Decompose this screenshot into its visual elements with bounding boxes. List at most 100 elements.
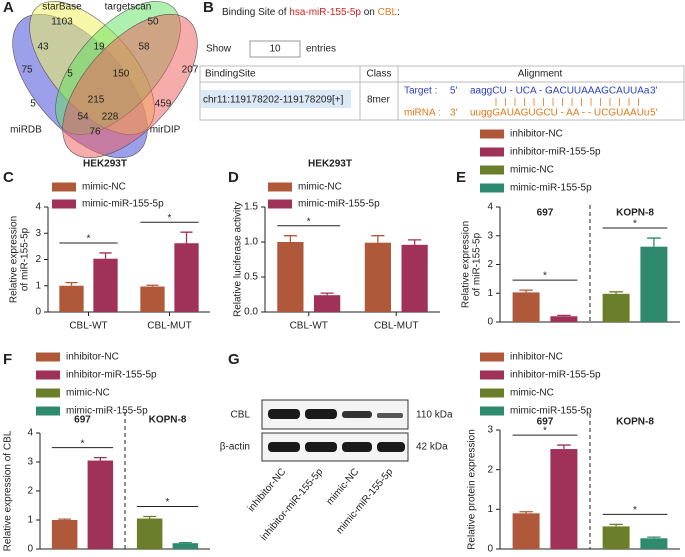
legend-label: mimic-NC: [298, 182, 342, 193]
significance-mark: *: [307, 216, 311, 227]
error-bar: [647, 536, 661, 539]
bar: [512, 292, 540, 322]
region-count: 50: [147, 17, 159, 28]
legend-swatch: [480, 183, 504, 193]
legend-swatch: [480, 352, 504, 362]
error-bar: [647, 237, 661, 247]
region-count: 43: [37, 42, 49, 53]
bar: [51, 520, 78, 549]
y-tick-label: 0: [487, 317, 493, 328]
site-class: 8mer: [367, 95, 390, 106]
chart-title: HEK293T: [308, 159, 352, 170]
legend-label: mimic-miR-155-5p: [510, 183, 592, 194]
y-tick-label: 0: [35, 307, 41, 318]
legend-swatch: [36, 406, 60, 416]
band: [377, 442, 405, 452]
lane-label: inhibitor-miR-155-5p: [259, 466, 326, 543]
group-label: 697: [537, 208, 554, 219]
panel-label: E: [456, 169, 466, 186]
bar: [174, 243, 199, 312]
bar: [401, 244, 428, 312]
y-tick-label: 2: [487, 464, 493, 475]
bar: [136, 518, 163, 549]
set-label: miRDB: [10, 125, 42, 136]
band: [342, 411, 372, 418]
y-axis-label: Relative protein expression: [467, 429, 478, 550]
group-label: KOPN-8: [616, 208, 654, 219]
error-bar: [557, 444, 571, 450]
legend-swatch: [36, 352, 60, 362]
legend-label: mimic-miR-155-5p: [510, 406, 592, 417]
band: [268, 409, 300, 419]
y-tick-label: 3: [35, 228, 41, 239]
legend-label: inhibitor-NC: [510, 352, 563, 363]
group-label: 697: [74, 415, 91, 426]
group-label: KOPN-8: [616, 417, 654, 428]
y-axis-label: of miR-155-5p: [472, 232, 483, 296]
legend-label: inhibitor-miR-155-5p: [510, 147, 601, 158]
y-tick-label: 1: [27, 515, 33, 526]
bar: [87, 460, 114, 549]
bar: [172, 543, 199, 549]
bar: [364, 242, 391, 312]
x-tick-label: CBL-WT: [290, 321, 328, 332]
band: [342, 442, 372, 452]
legend-label: mimic-NC: [510, 388, 554, 399]
legend-swatch: [268, 182, 292, 192]
title-part: hsa-miR-155-5p: [289, 7, 361, 18]
bar: [640, 538, 668, 549]
legend-swatch: [480, 129, 504, 139]
y-axis-label: of miR-155-5p: [20, 227, 31, 291]
blot-bands: [268, 409, 405, 452]
title-part: on: [361, 7, 378, 18]
y-tick-label: 1: [487, 504, 493, 515]
significance-mark: *: [543, 426, 547, 437]
y-tick-label: 1: [487, 288, 493, 299]
title-part: :: [397, 7, 400, 18]
show-label: Show: [206, 44, 232, 55]
y-axis-label: Relative expression: [461, 221, 472, 308]
lane-label: mimic-NC: [325, 467, 362, 508]
bar: [602, 293, 630, 322]
mirna-end: 3': [450, 108, 458, 119]
y-tick-label: 2: [35, 254, 41, 265]
panel-label: B: [203, 0, 214, 16]
y-axis-label: Relative luciferase activity: [233, 202, 244, 317]
error-bar: [408, 239, 422, 245]
entries-label: entries: [306, 44, 336, 55]
error-bar: [146, 284, 159, 287]
entries-input[interactable]: [249, 40, 301, 58]
mirna-sequence: uuggGAUAGUGCU - AA - - UCGUAAUu: [470, 108, 650, 119]
region-count: 1103: [51, 17, 73, 28]
legend-swatch: [268, 199, 292, 209]
group-label: 697: [537, 417, 554, 428]
region-count: 76: [89, 127, 101, 138]
cell-highlight: [201, 90, 351, 108]
set-label: mirDIP: [150, 125, 181, 136]
y-tick-label: 4: [27, 428, 33, 439]
legend-swatch: [36, 388, 60, 398]
error-bar: [180, 231, 193, 244]
legend-label: mimic-NC: [66, 388, 110, 399]
legend-swatch: [480, 406, 504, 416]
region-count: 459: [155, 99, 172, 110]
error-bar: [143, 515, 157, 519]
legend-label: inhibitor-miR-155-5p: [66, 370, 157, 381]
legend-swatch: [52, 199, 76, 209]
base-pairs: [495, 98, 639, 106]
panel-label: D: [228, 169, 239, 186]
region-count: 228: [102, 112, 119, 123]
table-header: BindingSite: [205, 69, 256, 80]
significance-mark: *: [633, 505, 637, 516]
bar: [512, 513, 540, 549]
band: [305, 409, 337, 419]
y-tick-label: 0: [27, 544, 33, 555]
error-bar: [371, 235, 385, 243]
y-tick-label: 4: [487, 202, 493, 213]
y-tick-label: 0.0: [244, 307, 258, 318]
significance-mark: *: [543, 271, 547, 282]
legend-swatch: [480, 370, 504, 380]
bar: [314, 295, 341, 312]
error-bar: [519, 511, 533, 514]
